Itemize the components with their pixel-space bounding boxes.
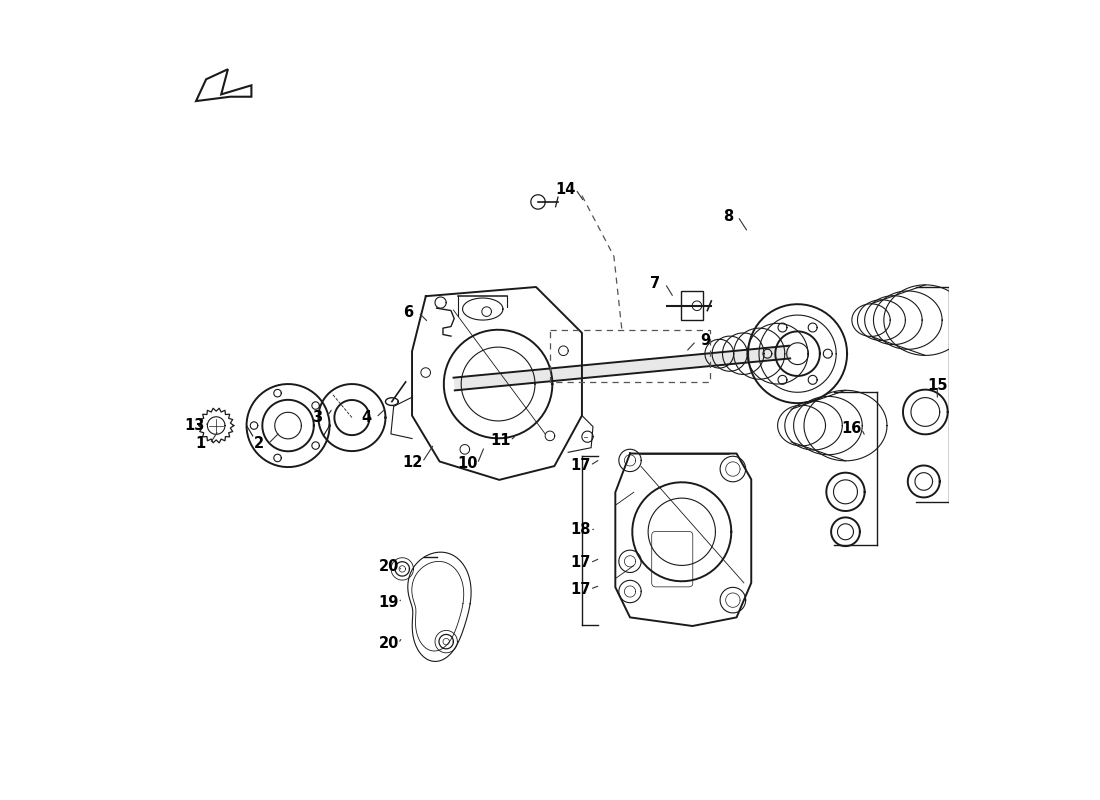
Text: 15: 15 <box>927 378 947 393</box>
Text: 20: 20 <box>378 558 399 574</box>
Text: 3: 3 <box>311 410 322 425</box>
Text: 11: 11 <box>491 434 510 448</box>
Text: 18: 18 <box>570 522 591 537</box>
Text: 13: 13 <box>185 418 205 433</box>
Text: 17: 17 <box>570 555 591 570</box>
Text: 17: 17 <box>570 582 591 597</box>
Text: 6: 6 <box>404 305 414 320</box>
Text: 2: 2 <box>253 437 264 451</box>
Text: 4: 4 <box>361 410 372 425</box>
Text: 19: 19 <box>378 595 399 610</box>
Polygon shape <box>453 346 790 390</box>
Text: 8: 8 <box>723 209 734 224</box>
Text: 16: 16 <box>842 422 862 436</box>
Text: 1: 1 <box>195 437 206 451</box>
Text: 10: 10 <box>458 456 478 471</box>
Text: 7: 7 <box>650 276 660 291</box>
Text: 20: 20 <box>378 636 399 651</box>
Text: 17: 17 <box>570 458 591 473</box>
Text: 14: 14 <box>556 182 576 197</box>
Text: 12: 12 <box>403 454 422 470</box>
Text: 9: 9 <box>701 334 711 349</box>
